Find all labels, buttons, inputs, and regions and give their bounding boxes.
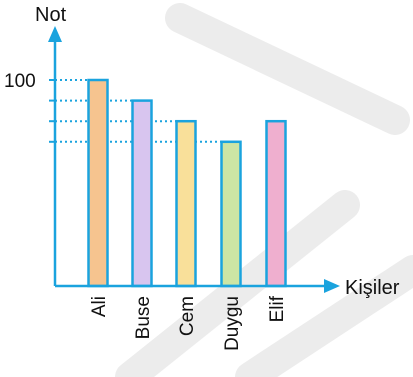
category-label: Elif xyxy=(267,295,288,322)
category-label: Duygu xyxy=(222,296,243,351)
bar xyxy=(131,99,153,288)
category-label: Buse xyxy=(133,296,154,339)
category-label: Cem xyxy=(177,296,198,336)
category-labels: Ali Buse Cem Duygu Elif xyxy=(89,295,288,351)
category-label: Ali xyxy=(89,296,110,317)
watermark-stroke xyxy=(235,255,413,377)
watermark xyxy=(115,3,413,377)
bar xyxy=(220,140,242,288)
bar xyxy=(175,119,197,288)
y-tick-label: 100 xyxy=(4,71,36,92)
watermark-stroke xyxy=(115,190,360,377)
guide-lines xyxy=(55,79,222,143)
watermark-stroke xyxy=(165,3,410,135)
y-axis-title: Not xyxy=(35,4,67,26)
bar xyxy=(265,119,287,288)
bar xyxy=(87,78,109,288)
y-axis-arrow xyxy=(48,26,62,42)
y-ticks: 100 xyxy=(4,71,55,143)
x-axis-arrow xyxy=(324,279,340,293)
x-axis-title: Kişiler xyxy=(345,277,400,299)
bars xyxy=(87,78,287,288)
